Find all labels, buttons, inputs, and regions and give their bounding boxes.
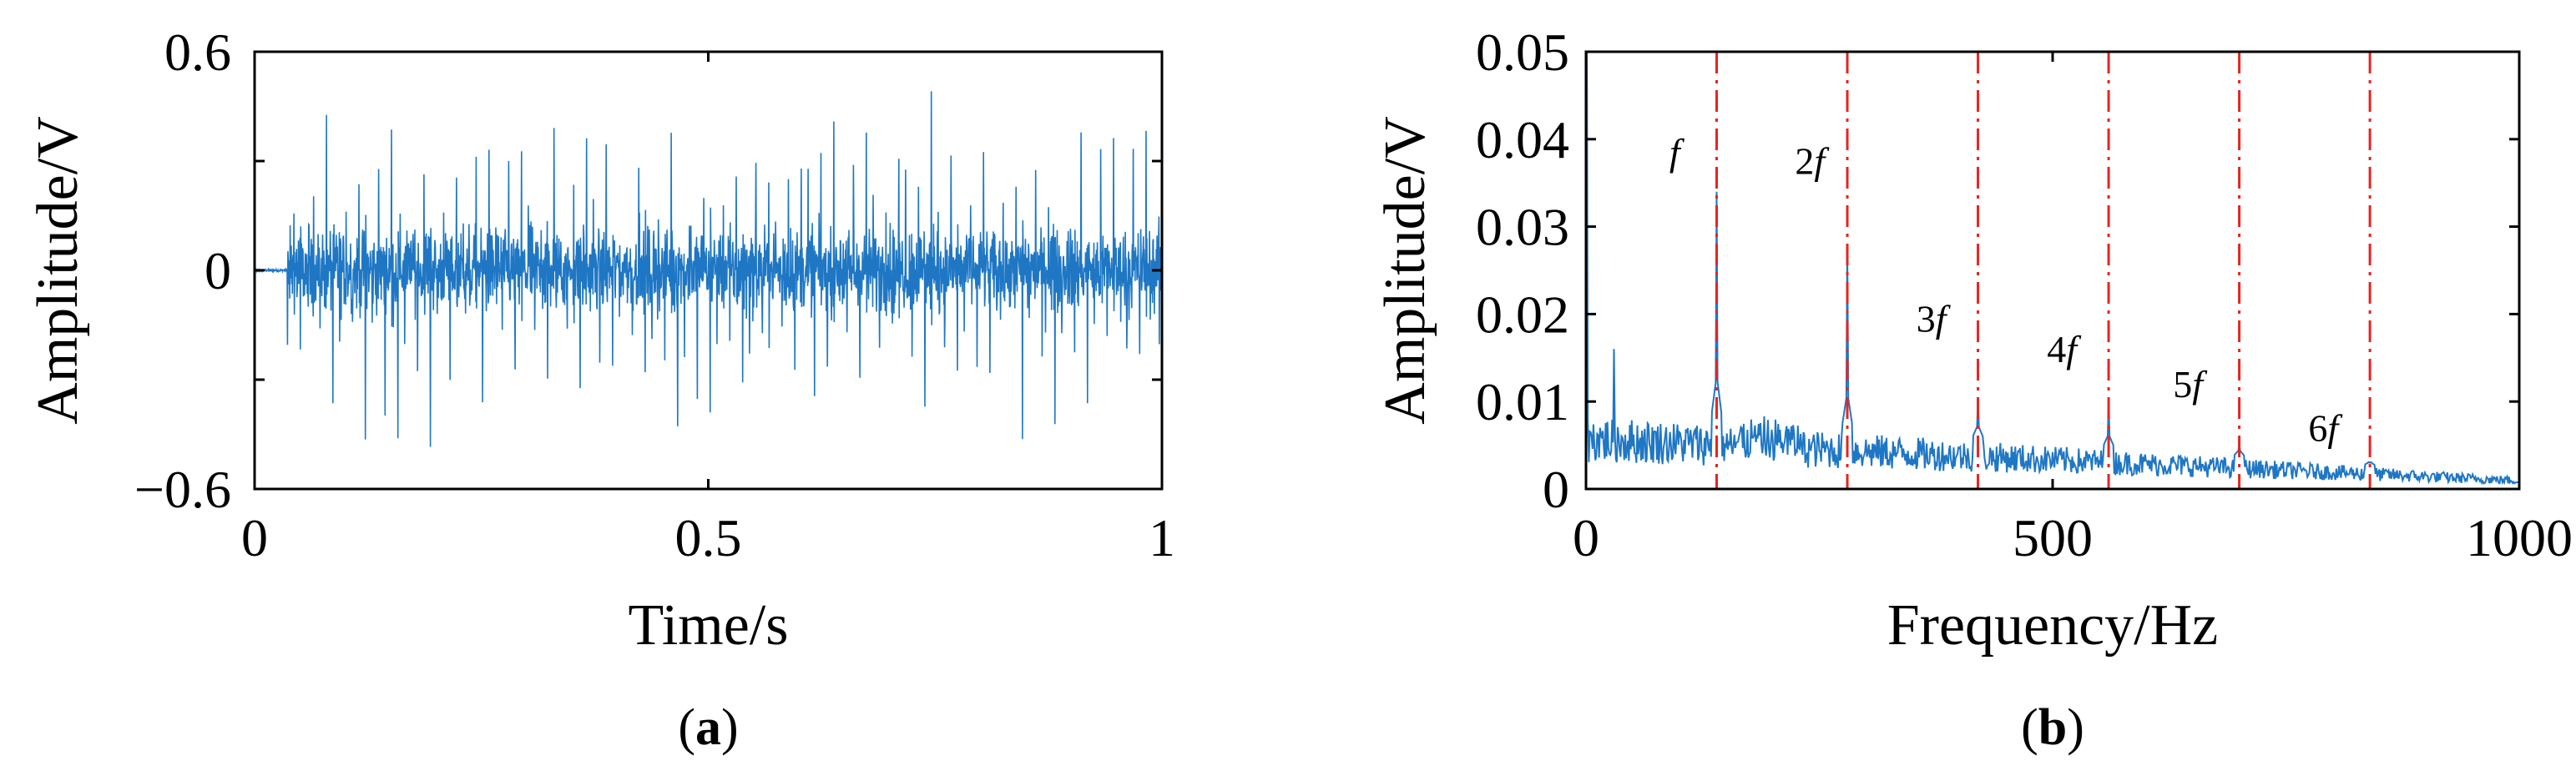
panel-label: (a)	[678, 699, 738, 756]
panel-label-close: )	[2067, 699, 2084, 756]
panel-label-letter: b	[2038, 699, 2067, 756]
harmonic-label: 6f	[2308, 406, 2343, 449]
y-axis-title: Amplitude/V	[26, 116, 90, 424]
axis-ticks	[1584, 50, 2521, 491]
y-tick-labels: 0 0.01 0.02 0.03 0.04 0.05	[1476, 23, 1569, 519]
harmonic-label: 5f	[2173, 363, 2208, 406]
x-axis-title: Time/s	[629, 593, 789, 658]
plot-frame	[1584, 50, 2521, 491]
spectrum-series	[1586, 51, 2520, 486]
time-domain-chart: 0 0.5 1 −0.600.6 Time/s Amplitude/V (a)	[26, 23, 1175, 756]
y-tick-label: 0.6	[164, 23, 231, 82]
x-tick-label: 1000	[2466, 508, 2573, 567]
x-tick-labels: 0 0.5 1	[241, 508, 1175, 567]
panel-label-close: )	[721, 699, 739, 756]
y-tick-labels: −0.6 0 0.6	[134, 23, 231, 519]
x-tick-label: 0	[1573, 508, 1599, 567]
panel-label-letter: a	[695, 699, 721, 756]
harmonic-labels: f 2f 3f 4f 5f 6f	[1669, 131, 2344, 449]
x-tick-label: 0.5	[675, 508, 742, 567]
x-tick-labels: 0 500 1000	[1573, 508, 2573, 567]
signal-line	[254, 91, 1163, 447]
y-tick-label: 0.02	[1476, 285, 1569, 344]
time-signal-series	[254, 91, 1163, 447]
panel-label-open: (	[678, 699, 695, 756]
y-tick-label: 0.01	[1476, 372, 1569, 431]
y-tick-label: 0	[1543, 460, 1569, 519]
x-axis-title: Frequency/Hz	[1887, 593, 2219, 658]
y-tick-label: 0.03	[1476, 198, 1569, 257]
panel-label: (b)	[2021, 699, 2084, 756]
harmonic-label: f	[1669, 131, 1685, 174]
spectrum-line	[1586, 51, 2520, 486]
frequency-spectrum-chart: 0 500 1000 0 0.01 0.02 0.03 0.04 0.05 f 2f 3f 4f 5f…	[1373, 23, 2573, 756]
x-tick-label: 0	[241, 508, 268, 567]
y-tick-label: −0.6	[134, 460, 231, 519]
harmonic-label: 2f	[1795, 140, 1830, 183]
harmonic-label: 4f	[2047, 328, 2082, 370]
x-tick-label: 500	[2013, 508, 2093, 567]
axis-ticks	[253, 50, 1164, 491]
y-tick-label: 0.04	[1476, 110, 1569, 169]
harmonic-markers	[1715, 52, 2371, 489]
harmonic-label: 3f	[1917, 297, 1952, 340]
panel-label-open: (	[2021, 699, 2038, 756]
y-tick-label: 0	[205, 241, 231, 300]
y-axis-title: Amplitude/V	[1373, 116, 1437, 424]
x-tick-label: 1	[1149, 508, 1175, 567]
y-tick-label: 0.05	[1476, 23, 1569, 82]
